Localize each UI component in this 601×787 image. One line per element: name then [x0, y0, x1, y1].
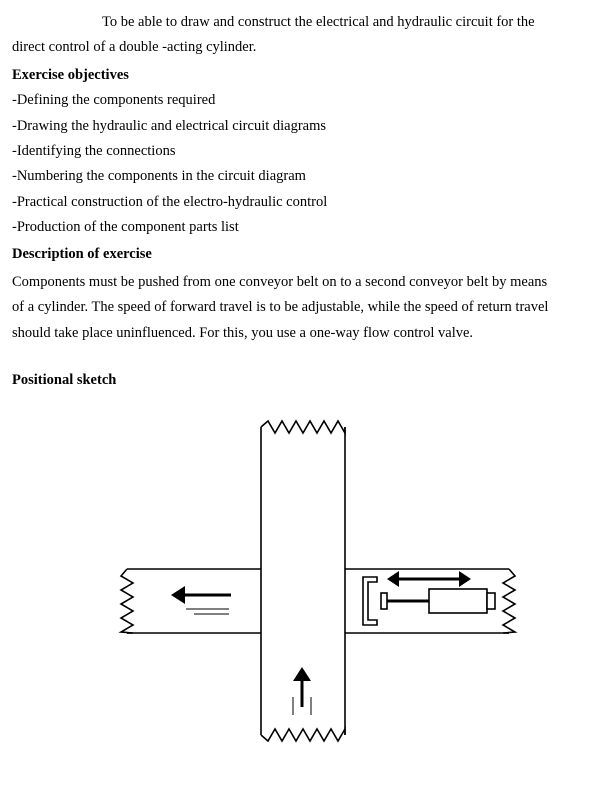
positional-sketch-svg — [81, 417, 521, 747]
objectives-list: -Defining the components required -Drawi… — [12, 88, 589, 240]
objective-item: -Drawing the hydraulic and electrical ci… — [12, 114, 589, 139]
objective-item: -Numbering the components in the circuit… — [12, 164, 589, 189]
objective-item: -Production of the component parts list — [12, 215, 589, 240]
heading-positional-sketch: Positional sketch — [12, 368, 589, 393]
intro-line-1: To be able to draw and construct the ele… — [12, 10, 589, 35]
description-line: should take place uninfluenced. For this… — [12, 321, 589, 346]
heading-exercise-objectives: Exercise objectives — [12, 63, 589, 88]
intro-line-2: direct control of a double -acting cylin… — [12, 35, 589, 60]
positional-sketch-figure — [12, 417, 589, 747]
objective-item: -Defining the components required — [12, 88, 589, 113]
objective-item: -Practical construction of the electro-h… — [12, 190, 589, 215]
description-paragraph: Components must be pushed from one conve… — [12, 270, 589, 346]
description-line: Components must be pushed from one conve… — [12, 270, 589, 295]
heading-description-of-exercise: Description of exercise — [12, 242, 589, 267]
objective-item: -Identifying the connections — [12, 139, 589, 164]
description-line: of a cylinder. The speed of forward trav… — [12, 295, 589, 320]
